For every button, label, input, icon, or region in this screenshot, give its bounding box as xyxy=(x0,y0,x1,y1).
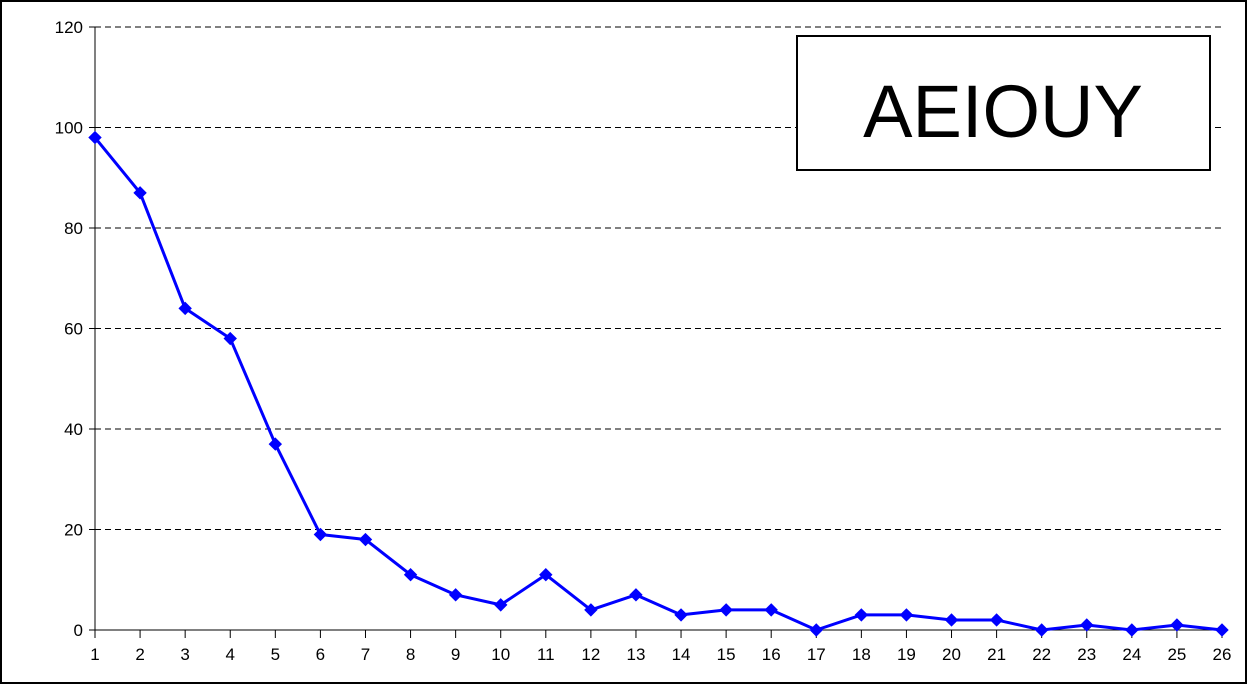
data-point xyxy=(809,623,823,637)
data-point xyxy=(944,613,959,627)
data-point xyxy=(629,588,643,602)
y-tick-label: 0 xyxy=(74,621,83,640)
data-point xyxy=(539,568,553,582)
x-tick-label: 24 xyxy=(1122,645,1141,664)
x-tick-label: 5 xyxy=(271,645,280,664)
x-tick-label: 23 xyxy=(1077,645,1096,664)
data-point xyxy=(223,331,237,346)
x-tick-label: 2 xyxy=(135,645,144,664)
data-point xyxy=(719,603,733,617)
data-point xyxy=(1080,618,1094,632)
grid xyxy=(95,26,1222,530)
x-tick-label: 4 xyxy=(226,645,235,664)
x-tick-label: 16 xyxy=(762,645,781,664)
legend-label: AEIOUY xyxy=(863,70,1143,153)
x-tick-label: 18 xyxy=(852,645,871,664)
data-point xyxy=(403,568,418,582)
data-series xyxy=(88,130,1229,637)
x-tick-label: 26 xyxy=(1213,645,1232,664)
y-tick-label: 100 xyxy=(55,119,83,138)
data-point xyxy=(268,437,283,451)
legend: AEIOUY xyxy=(796,35,1211,171)
x-tick-label: 9 xyxy=(451,645,460,664)
x-tick-label: 8 xyxy=(406,645,415,664)
data-point xyxy=(358,532,373,547)
x-tick-label: 12 xyxy=(581,645,600,664)
x-tick-label: 10 xyxy=(491,645,510,664)
data-point xyxy=(178,301,192,316)
data-point xyxy=(1034,623,1049,637)
y-tick-label: 80 xyxy=(64,219,83,238)
x-tick-label: 13 xyxy=(626,645,645,664)
x-tick-label: 17 xyxy=(807,645,826,664)
data-point xyxy=(674,608,688,622)
y-tick-label: 40 xyxy=(64,420,83,439)
x-tick-label: 14 xyxy=(672,645,691,664)
x-tick-label: 19 xyxy=(897,645,916,664)
data-point xyxy=(88,130,102,145)
data-point xyxy=(133,186,147,200)
y-tick-label: 120 xyxy=(55,18,83,37)
data-point xyxy=(854,608,869,622)
data-point xyxy=(1170,618,1184,632)
x-tick-label: 21 xyxy=(987,645,1006,664)
x-tick-label: 20 xyxy=(942,645,961,664)
data-point xyxy=(494,598,508,612)
x-tick-label: 22 xyxy=(1032,645,1051,664)
x-tick-label: 15 xyxy=(717,645,736,664)
y-tick-label: 20 xyxy=(64,521,83,540)
series-line xyxy=(93,136,1223,632)
x-tick-label: 1 xyxy=(90,645,99,664)
x-tick-label: 25 xyxy=(1167,645,1186,664)
data-point xyxy=(764,603,778,617)
data-point xyxy=(584,603,598,617)
x-tick-label: 7 xyxy=(361,645,370,664)
x-tick-label: 6 xyxy=(316,645,325,664)
x-tick-label: 3 xyxy=(180,645,189,664)
legend-box xyxy=(796,35,1211,171)
y-tick-label: 60 xyxy=(64,320,83,339)
data-point xyxy=(1125,623,1139,637)
x-tick-label: 11 xyxy=(537,645,555,664)
data-point xyxy=(899,608,914,622)
data-point xyxy=(989,613,1004,627)
data-point xyxy=(1215,623,1229,637)
data-point xyxy=(448,588,463,602)
data-point xyxy=(313,527,328,542)
